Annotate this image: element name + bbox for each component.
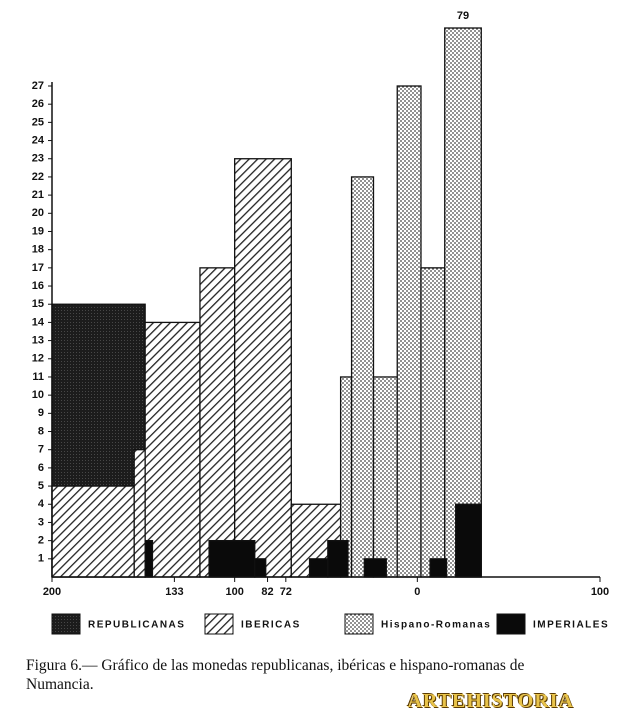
bar	[444, 27, 482, 578]
bar	[144, 539, 154, 578]
bar	[51, 485, 135, 578]
x-tick-label: 100	[225, 586, 243, 598]
bar	[372, 376, 398, 578]
x-tick-label: 72	[280, 586, 292, 598]
y-tick-label: 22	[32, 171, 44, 183]
y-tick-label: 14	[32, 316, 45, 328]
y-tick-label: 6	[38, 462, 44, 474]
legend-swatch	[51, 613, 81, 635]
legend-swatch	[204, 613, 234, 635]
y-tick-label: 4	[38, 498, 45, 510]
y-tick-label: 27	[32, 80, 44, 92]
y-tick-label: 8	[38, 425, 44, 437]
x-tick-label: 0	[414, 586, 420, 598]
caption: Figura 6.— Gráfico de las monedas republ…	[26, 657, 525, 693]
y-tick-label: 7	[38, 444, 44, 456]
legend-swatch	[344, 613, 374, 635]
legend-swatch	[496, 613, 526, 635]
bar	[429, 558, 448, 578]
bar	[455, 503, 482, 578]
bar	[327, 539, 349, 578]
bar	[144, 321, 201, 578]
bar	[350, 176, 375, 578]
y-tick-label: 1	[38, 553, 44, 565]
legend-label: REPUBLICANAS	[88, 620, 185, 631]
y-tick-label: 24	[32, 134, 45, 146]
legend-label: IBERICAS	[241, 620, 301, 631]
bar	[133, 449, 146, 578]
bar	[396, 85, 422, 578]
watermark: ARTEHISTORIA	[407, 690, 574, 712]
bar	[254, 558, 267, 578]
y-tick-label: 2	[38, 535, 44, 547]
y-tick-label: 9	[38, 407, 44, 419]
chart: 7912345678910111213141516171819202122232…	[32, 10, 609, 635]
y-tick-label: 17	[32, 262, 44, 274]
bar	[420, 267, 446, 578]
y-tick-label: 18	[32, 244, 44, 256]
y-tick-label: 5	[38, 480, 44, 492]
y-tick-label: 21	[32, 189, 44, 201]
bar	[363, 558, 387, 578]
y-tick-label: 13	[32, 334, 44, 346]
x-tick-label: 200	[43, 586, 61, 598]
y-tick-label: 10	[32, 389, 44, 401]
y-tick-label: 20	[32, 207, 44, 219]
bar	[234, 158, 292, 578]
y-tick-label: 25	[32, 116, 44, 128]
y-tick-label: 26	[32, 98, 44, 110]
y-tick-label: 3	[38, 516, 44, 528]
y-tick-label: 12	[32, 353, 44, 365]
x-tick-label: 82	[261, 586, 273, 598]
y-tick-label: 23	[32, 153, 44, 165]
bar	[308, 558, 329, 578]
bar	[208, 539, 256, 578]
x-tick-label: 133	[165, 586, 183, 598]
legend-label: IMPERIALES	[533, 620, 609, 631]
value-label: 79	[457, 10, 469, 22]
y-tick-label: 15	[32, 298, 44, 310]
y-tick-label: 11	[32, 371, 44, 383]
y-tick-label: 19	[32, 225, 44, 237]
bar	[199, 267, 236, 578]
legend-label: Hispano-Romanas	[381, 620, 491, 631]
x-tick-label: 100	[591, 586, 609, 598]
y-tick-label: 16	[32, 280, 44, 292]
